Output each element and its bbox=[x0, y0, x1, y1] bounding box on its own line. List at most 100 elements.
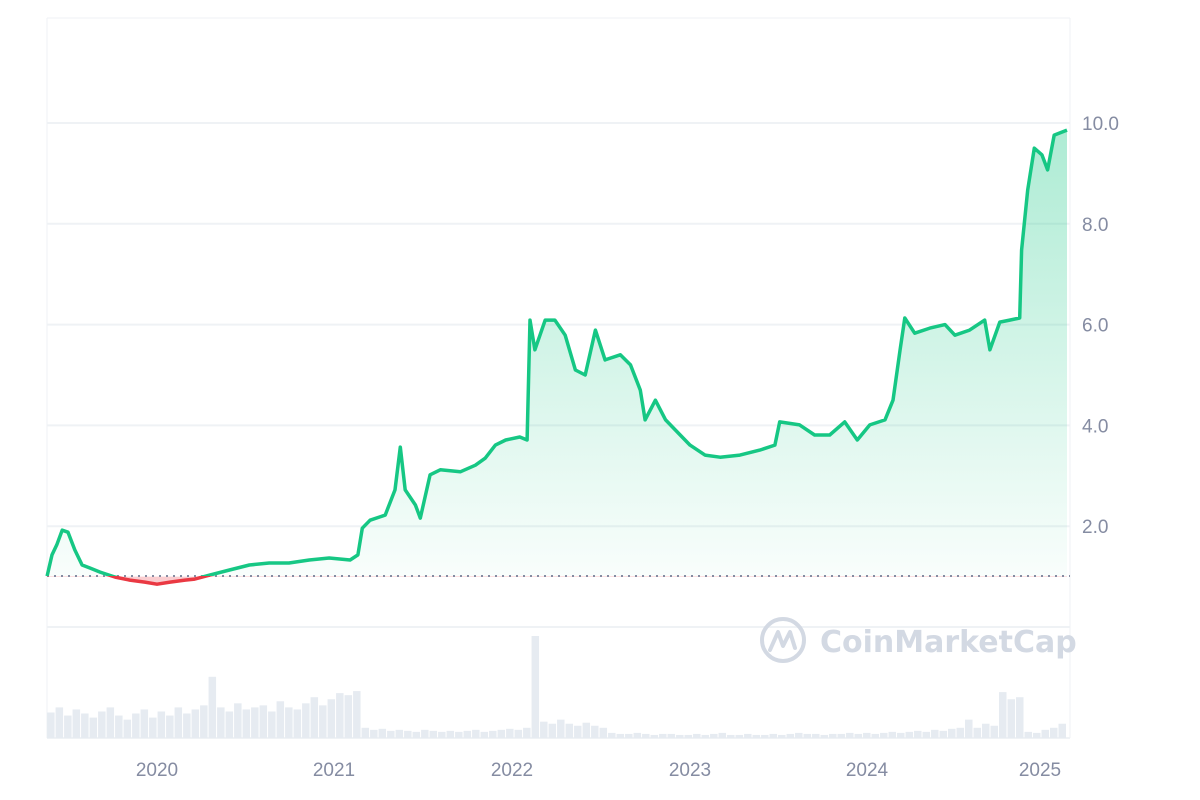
volume-bar bbox=[344, 695, 353, 738]
watermark-text: CoinMarketCap bbox=[820, 625, 1077, 660]
volume-bar bbox=[446, 730, 455, 738]
volume-bar bbox=[888, 731, 897, 738]
volume-bar bbox=[837, 733, 846, 738]
volume-bar bbox=[98, 711, 106, 738]
volume-bar bbox=[72, 709, 81, 738]
volume-bar bbox=[285, 707, 293, 738]
volume-bar bbox=[489, 730, 497, 738]
volume-bar bbox=[616, 733, 625, 738]
volume-bar bbox=[1007, 699, 1016, 738]
volume-bar bbox=[795, 732, 803, 738]
volume-bar bbox=[769, 733, 778, 738]
volume-bar bbox=[931, 729, 939, 738]
volume-bar bbox=[676, 734, 684, 738]
volume-bar bbox=[336, 693, 344, 738]
volume-bar bbox=[259, 705, 268, 738]
x-tick-label: 2024 bbox=[846, 760, 889, 781]
volume-bar bbox=[965, 719, 973, 738]
volume-bar bbox=[191, 709, 200, 738]
volume-bar bbox=[922, 731, 931, 738]
volume-bar bbox=[829, 733, 837, 738]
volume-bar bbox=[701, 734, 710, 738]
volume-bar bbox=[667, 733, 676, 738]
volume-bar bbox=[565, 723, 574, 738]
volume-bar bbox=[361, 727, 370, 738]
volume-bar bbox=[1050, 727, 1058, 738]
volume-bar bbox=[761, 734, 769, 738]
volume-bar bbox=[370, 729, 378, 738]
volume-bar bbox=[693, 733, 701, 738]
price-area-down bbox=[47, 576, 1067, 585]
volume-bar bbox=[914, 730, 922, 738]
volume-bar bbox=[905, 731, 914, 738]
volume-bar bbox=[276, 701, 285, 738]
volume-bar bbox=[982, 723, 990, 738]
volume-bar bbox=[174, 707, 183, 738]
volume-bar bbox=[455, 731, 463, 738]
volume-bar bbox=[115, 715, 123, 738]
volume-bar bbox=[897, 732, 905, 738]
volume-bar bbox=[786, 733, 795, 738]
volume-bar bbox=[574, 725, 582, 738]
volume-bar bbox=[956, 727, 965, 738]
volume-bar bbox=[582, 722, 591, 738]
volume-bar bbox=[752, 734, 761, 738]
volume-bars bbox=[47, 636, 1067, 738]
volume-bar bbox=[353, 691, 361, 738]
volume-bar bbox=[429, 730, 438, 738]
volume-bar bbox=[310, 697, 319, 738]
volume-bar bbox=[642, 733, 650, 738]
volume-bar bbox=[599, 727, 608, 738]
volume-bar bbox=[132, 713, 140, 738]
x-tick-label: 2020 bbox=[136, 760, 178, 781]
volume-bar bbox=[999, 692, 1007, 738]
volume-bar bbox=[684, 734, 693, 738]
volume-bar bbox=[157, 711, 166, 738]
volume-bar bbox=[540, 721, 548, 738]
volume-bar bbox=[718, 732, 727, 738]
volume-bar bbox=[710, 733, 718, 738]
y-tick-label: 6.0 bbox=[1082, 316, 1108, 337]
volume-bar bbox=[591, 725, 599, 738]
volume-bar bbox=[234, 703, 242, 738]
x-tick-label: 2021 bbox=[313, 760, 355, 781]
volume-bar bbox=[472, 729, 480, 738]
volume-bar bbox=[1024, 731, 1033, 738]
volume-bar bbox=[973, 727, 982, 738]
volume-bar bbox=[480, 731, 489, 738]
volume-bar bbox=[846, 732, 854, 738]
y-tick-label: 2.0 bbox=[1082, 517, 1108, 538]
volume-bar bbox=[123, 719, 132, 738]
volume-bar bbox=[990, 725, 999, 738]
x-tick-label: 2022 bbox=[491, 760, 533, 781]
price-area-up bbox=[47, 130, 1067, 576]
volume-bar bbox=[548, 723, 557, 738]
volume-bar bbox=[812, 733, 820, 738]
volume-bar bbox=[319, 705, 327, 738]
volume-bar bbox=[251, 707, 259, 738]
volume-bar bbox=[378, 728, 387, 738]
volume-bar bbox=[404, 730, 412, 738]
volume-bar bbox=[81, 713, 89, 738]
volume-bar bbox=[55, 707, 64, 738]
volume-bar bbox=[650, 734, 659, 738]
volume-bar bbox=[302, 703, 310, 738]
volume-bar bbox=[208, 676, 217, 738]
volume-bar bbox=[1041, 729, 1050, 738]
x-tick-label: 2023 bbox=[669, 760, 711, 781]
coinmarketcap-logo-icon bbox=[760, 617, 806, 663]
volume-bar bbox=[293, 709, 302, 738]
volume-bar bbox=[438, 731, 446, 738]
volume-bar bbox=[625, 733, 633, 738]
volume-bar bbox=[744, 733, 752, 738]
price-line-down bbox=[46, 576, 214, 586]
volume-bar bbox=[727, 734, 735, 738]
volume-bar bbox=[463, 730, 472, 738]
volume-bar bbox=[1033, 732, 1041, 738]
coinmarketcap-watermark: CoinMarketCap bbox=[760, 617, 1077, 663]
volume-bar bbox=[387, 730, 395, 738]
y-tick-label: 4.0 bbox=[1082, 416, 1108, 437]
volume-bar bbox=[200, 705, 208, 738]
volume-bar bbox=[735, 734, 744, 738]
